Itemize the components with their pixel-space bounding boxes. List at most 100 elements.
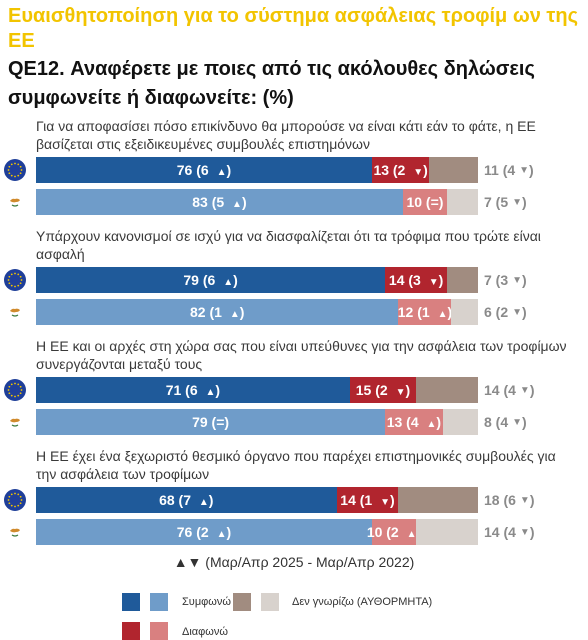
bar-agree: 76 (2 ▲)	[36, 519, 372, 545]
eu-flag-icon	[4, 269, 26, 291]
down-arrow-icon: ▼	[519, 384, 530, 396]
down-arrow-icon: ▼	[512, 196, 523, 208]
question-code: QE12.	[8, 58, 65, 80]
bar-agree: 79 (6 ▲)	[36, 267, 386, 293]
down-arrow-icon: ▼	[519, 164, 530, 176]
bar-row-cy: 82 (1 ▲) 12 (1 ▲) 6 (2 ▼)	[0, 299, 588, 325]
up-arrow-icon: ▲	[229, 309, 240, 320]
bar-dontknow	[398, 487, 478, 513]
bar-agree-label: 68 (7 ▲)	[159, 492, 214, 508]
bar-disagree-label: 15 (2 ▼)	[355, 382, 411, 398]
bar-row-cy: 83 (5 ▲) 10 (=) 7 (5 ▼)	[0, 189, 588, 215]
bar-dontknow	[416, 377, 478, 403]
legend-swatch-agree-eu	[122, 593, 140, 611]
bar-dontknow	[447, 267, 478, 293]
bar-disagree-label: 10 (2 ▲)	[366, 524, 421, 540]
statement-text: Υπάρχουν κανονισμοί σε ισχύ για να διασφ…	[36, 228, 541, 262]
bar-disagree-label: 14 (1 ▼)	[340, 492, 395, 508]
bar-agree: 71 (6 ▲)	[36, 377, 350, 403]
bar-disagree: 14 (1 ▼)	[336, 487, 399, 513]
down-arrow-icon: ▼	[512, 416, 523, 428]
bar-row-cy: 79 (=) 13 (4 ▲) 8 (4 ▼)	[0, 409, 588, 435]
up-arrow-icon: ▲	[216, 167, 227, 178]
bar-agree-label: 83 (5 ▲)	[192, 194, 247, 210]
bar-disagree-label: 14 (3 ▼)	[388, 272, 444, 288]
statement-text: Για να αποφασίσει πόσο επικίνδυνο θα μπο…	[36, 118, 536, 152]
bar-agree: 76 (6 ▲)	[36, 157, 372, 183]
legend-swatch-dontknow-eu	[233, 593, 251, 611]
bar-agree-label: 79 (6 ▲)	[183, 272, 238, 288]
statement-text: Η ΕΕ και οι αρχές στη χώρα σας που είναι…	[36, 338, 567, 372]
bar-dontknow	[451, 299, 478, 325]
down-arrow-icon: ▼	[380, 497, 390, 508]
bar-agree: 83 (5 ▲)	[36, 189, 403, 215]
bar-agree-label: 76 (2 ▲)	[176, 524, 232, 540]
bar-agree: 82 (1 ▲)	[36, 299, 399, 325]
question: QE12. Αναφέρετε με ποιες από τις ακόλουθ…	[8, 55, 584, 113]
down-arrow-icon: ▼	[519, 494, 530, 506]
question-text: Αναφέρετε με ποιες από τις ακόλουθες δηλ…	[8, 58, 535, 109]
dontknow-label: 6 (2 ▼)	[484, 304, 527, 320]
legend-label-agree: Συμφωνώ	[182, 596, 231, 608]
bar-agree: 68 (7 ▲)	[36, 487, 337, 513]
bar-agree-label: 71 (6 ▲)	[165, 382, 221, 398]
up-arrow-icon: ▲	[216, 529, 227, 540]
dontknow-label: 11 (4 ▼)	[484, 162, 534, 178]
bar-disagree: 14 (3 ▼)	[385, 267, 448, 293]
up-arrow-icon: ▲	[205, 387, 216, 398]
bar-row-eu: 76 (6 ▲) 13 (2 ▼) 11 (4 ▼)	[0, 157, 588, 183]
bar-dontknow	[429, 157, 478, 183]
statement-text: Η ΕΕ έχει ένα ξεχωριστό θεσμικό όργανο π…	[36, 448, 556, 482]
bar-agree-label: 76 (6 ▲)	[176, 162, 232, 178]
dontknow-label: 14 (4 ▼)	[484, 382, 535, 398]
down-arrow-icon: ▼	[512, 274, 523, 286]
down-arrow-icon: ▼	[519, 526, 530, 538]
up-arrow-icon: ▲	[232, 199, 242, 210]
down-arrow-icon: ▼	[428, 277, 439, 288]
eu-flag-icon	[4, 159, 26, 181]
dontknow-label: 8 (4 ▼)	[484, 414, 527, 430]
bar-disagree: 13 (2 ▼)	[371, 157, 430, 183]
dontknow-label: 14 (4 ▼)	[484, 524, 535, 540]
footnote: ▲▼ (Μαρ/Απρ 2025 - Μαρ/Απρ 2022)	[173, 554, 415, 570]
eu-flag-icon	[4, 379, 26, 401]
bar-dontknow	[447, 189, 478, 215]
down-arrow-icon: ▼	[395, 387, 406, 398]
bar-agree-label: 79 (=)	[192, 414, 230, 430]
down-arrow-icon: ▼	[512, 306, 523, 318]
legend-label-dontknow: Δεν γνωρίζω (ΑΥΘΟΡΜΗΤΑ)	[292, 596, 433, 608]
legend-label-disagree: Διαφωνώ	[182, 626, 228, 638]
chart-title: Ευαισθητοποίηση για το σύστημα ασφάλειας…	[8, 5, 578, 52]
bar-disagree: 10 (=)	[402, 189, 448, 215]
eu-flag-icon	[4, 489, 26, 511]
bar-disagree: 10 (2 ▲)	[367, 519, 421, 545]
legend-swatch-disagree-eu	[122, 622, 140, 640]
up-arrow-icon: ▲	[426, 419, 437, 430]
dontknow-label: 7 (3 ▼)	[484, 272, 527, 288]
up-arrow-icon: ▲	[223, 277, 234, 288]
up-arrow-icon: ▲	[198, 497, 209, 508]
legend-swatch-disagree-cy	[150, 622, 168, 640]
dontknow-label: 7 (5 ▼)	[484, 194, 527, 210]
up-arrow-icon: ▲	[437, 309, 448, 320]
bar-disagree-label: 13 (2 ▼)	[373, 162, 428, 178]
bar-disagree: 13 (4 ▲)	[385, 409, 443, 435]
legend-swatch-agree-cy	[150, 593, 168, 611]
bar-agree: 79 (=)	[36, 409, 386, 435]
bar-disagree: 12 (1 ▲)	[397, 299, 453, 325]
bar-agree-label: 82 (1 ▲)	[190, 304, 245, 320]
cyprus-flag-icon	[4, 411, 26, 433]
bar-row-eu: 71 (6 ▲) 15 (2 ▼) 14 (4 ▼)	[0, 377, 588, 403]
bar-dontknow	[442, 409, 478, 435]
bar-disagree-label: 12 (1 ▲)	[397, 304, 453, 320]
up-arrow-icon: ▲	[406, 529, 417, 540]
bar-row-cy: 76 (2 ▲) 10 (2 ▲) 14 (4 ▼)	[0, 519, 588, 545]
cyprus-flag-icon	[4, 301, 26, 323]
down-arrow-icon: ▼	[413, 167, 424, 178]
bar-disagree-label: 10 (=)	[406, 194, 444, 210]
cyprus-flag-icon	[4, 191, 26, 213]
bar-row-eu: 68 (7 ▲) 14 (1 ▼) 18 (6 ▼)	[0, 487, 588, 513]
bar-row-eu: 79 (6 ▲) 14 (3 ▼) 7 (3 ▼)	[0, 267, 588, 293]
dontknow-label: 18 (6 ▼)	[484, 492, 535, 508]
bar-disagree: 15 (2 ▼)	[349, 377, 417, 403]
